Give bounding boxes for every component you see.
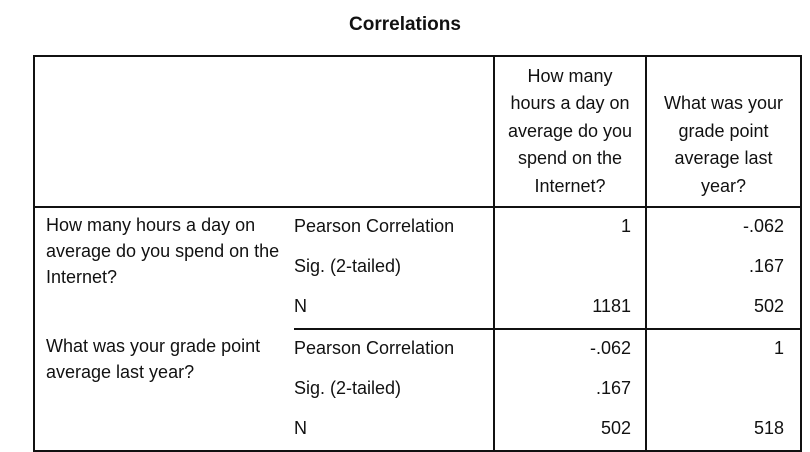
cell-value: 518 [645, 410, 801, 451]
table-row: What was your grade point average last y… [34, 329, 801, 382]
column-header-internet-hours: How many hours a day on average do you s… [493, 56, 646, 208]
stat-label-pearson: Pearson Correlation [294, 216, 455, 236]
corner-cell [34, 56, 294, 208]
cell-value: 1181 [493, 288, 646, 330]
cell-value [645, 370, 801, 410]
table-row: N 1181 502 [34, 288, 801, 330]
cell-value: .167 [493, 370, 646, 410]
header-row: How many hours a day on average do you s… [34, 56, 801, 208]
table-title: Correlations [349, 14, 461, 35]
cell-value: 502 [645, 288, 801, 330]
stat-label-pearson: Pearson Correlation [294, 338, 455, 358]
cell-value: -.062 [493, 329, 646, 370]
corner-cell-stat [294, 56, 494, 208]
cell-value: .167 [645, 248, 801, 288]
stat-label-n: N [294, 418, 307, 438]
cell-value: 502 [493, 410, 646, 451]
table-row: How many hours a day on average do you s… [34, 207, 801, 287]
table-row: Sig. (2-tailed) .167 [34, 248, 801, 288]
stat-label-n: N [294, 288, 494, 330]
correlations-table: How many hours a day on average do you s… [33, 55, 802, 452]
column-header-gpa: What was your grade point average last y… [645, 56, 801, 208]
stat-label-sig: Sig. (2-tailed) [294, 256, 402, 276]
row-label-internet-hours: How many hours a day on average do you s… [46, 215, 280, 287]
cell-value: 1 [493, 207, 646, 248]
stat-label-sig: Sig. (2-tailed) [294, 378, 402, 398]
cell-value: 1 [645, 329, 801, 370]
cell-value: -.062 [645, 207, 801, 248]
row-label-gpa: What was your grade point average last y… [46, 336, 261, 382]
table-row: Sig. (2-tailed) .167 [34, 370, 801, 410]
cell-value [493, 248, 646, 288]
